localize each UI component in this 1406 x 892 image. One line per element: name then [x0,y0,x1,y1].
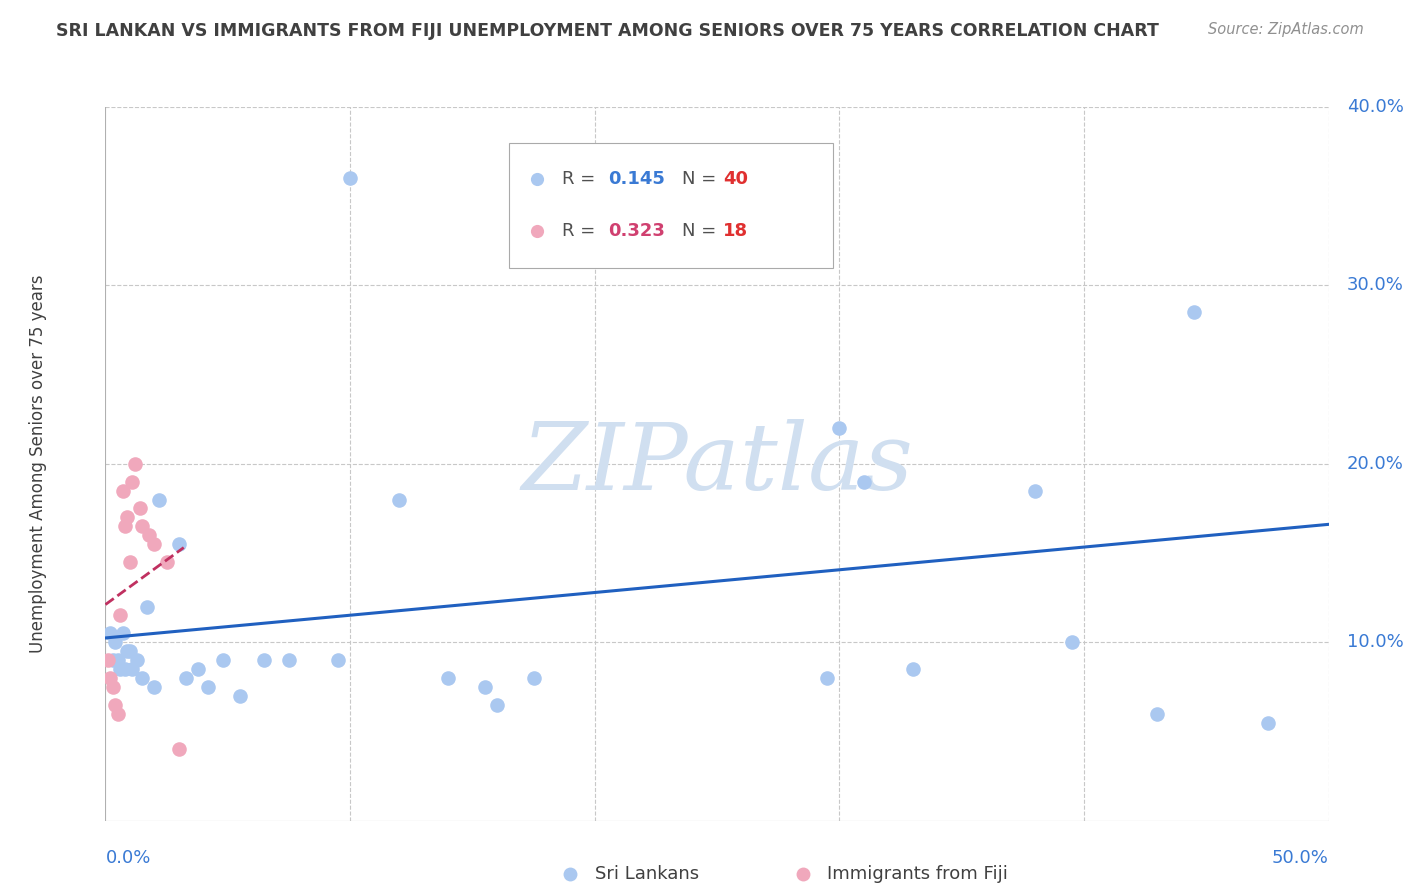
Point [121,475,143,489]
Point [98,671,121,685]
Point [143,680,166,694]
Text: ZIPatlas: ZIPatlas [522,419,912,508]
Point [124,457,146,471]
Point [278,653,301,667]
Text: N =: N = [682,170,721,188]
Text: 30.0%: 30.0% [1347,277,1405,294]
Text: 0.145: 0.145 [609,170,665,188]
Point [111,626,134,640]
Text: 10.0%: 10.0% [1347,633,1403,651]
Point [1146,706,1168,721]
Point [97,653,120,667]
Point [111,483,134,498]
Text: Source: ZipAtlas.com: Source: ZipAtlas.com [1208,22,1364,37]
Point [131,671,153,685]
Point [128,501,150,516]
Point [197,680,219,694]
Text: 20.0%: 20.0% [1347,455,1405,473]
Point [98,626,121,640]
Point [326,653,349,667]
Text: R =: R = [562,222,600,240]
Point [104,635,127,649]
FancyBboxPatch shape [509,143,834,268]
Point [155,555,177,569]
Point [388,492,411,507]
Point [339,171,361,186]
Point [138,528,160,542]
Point [118,555,141,569]
Point [167,742,190,756]
Point [1256,715,1278,730]
Point [148,492,170,507]
Point [114,662,136,676]
Point [1182,305,1205,319]
Point [229,689,252,703]
Point [485,698,508,712]
Text: 40: 40 [723,170,748,188]
Point [815,671,838,685]
Point [437,671,460,685]
Point [852,475,875,489]
Text: 50.0%: 50.0% [1272,849,1329,867]
Point [114,519,136,533]
Text: 0.323: 0.323 [609,222,665,240]
Point [121,662,143,676]
Point [522,671,544,685]
Point [143,537,166,551]
Point [117,510,139,524]
Point [118,644,141,658]
Point [253,653,276,667]
Text: 18: 18 [723,222,748,240]
Point [104,698,127,712]
Text: 40.0%: 40.0% [1347,98,1405,116]
Text: 0.0%: 0.0% [105,849,150,867]
Text: Unemployment Among Seniors over 75 years: Unemployment Among Seniors over 75 years [30,275,48,653]
Point [136,599,159,614]
Text: Sri Lankans: Sri Lankans [595,865,699,883]
Text: Immigrants from Fiji: Immigrants from Fiji [827,865,1008,883]
Point [108,608,131,623]
Point [107,706,129,721]
Point [127,653,149,667]
Point [174,671,197,685]
Point [901,662,924,676]
Point [474,680,496,694]
Point [1024,483,1046,498]
Point [706,207,728,221]
Text: SRI LANKAN VS IMMIGRANTS FROM FIJI UNEMPLOYMENT AMONG SENIORS OVER 75 YEARS CORR: SRI LANKAN VS IMMIGRANTS FROM FIJI UNEMP… [56,22,1159,40]
Point [107,653,129,667]
Point [131,519,153,533]
Text: R =: R = [562,170,600,188]
Point [167,537,190,551]
Point [187,662,209,676]
Text: N =: N = [682,222,721,240]
Point [108,662,131,676]
Point [101,653,124,667]
Point [828,421,851,435]
Point [117,644,139,658]
Point [212,653,235,667]
Point [1060,635,1083,649]
Point [101,680,124,694]
